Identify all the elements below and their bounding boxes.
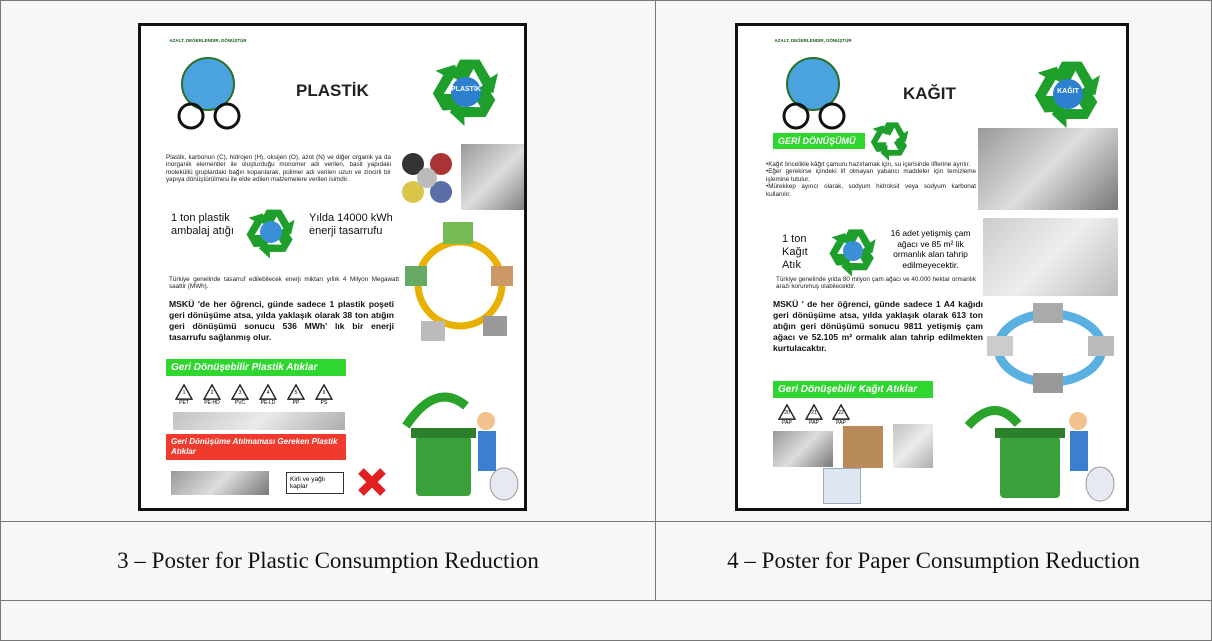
paper-poster: AZALT, DEĞERLENDİR, DÖNÜŞTÜR KAĞIT KAĞIT… [735,23,1129,511]
boxes-image [843,426,883,468]
definition: Plastik, karbonun (C), hidrojen (H), oks… [166,154,391,184]
code-label: PE-HD [201,400,223,406]
bin-illustration [960,376,1120,504]
dirty-label: Kirli ve yağlı kaplar [286,472,344,494]
cardboard-image [773,431,833,467]
code-number: 2 [201,390,223,396]
logo [163,44,253,134]
poster-title: PLASTİK [296,81,369,101]
code-number: 20 [776,410,798,416]
bin-illustration [396,376,521,501]
step: •Mürekkep ayırıcı olarak, sodyum hidroks… [766,183,976,198]
code-number: 6 [313,390,335,396]
code-number: 22 [830,410,852,416]
code-label: PP [285,400,307,406]
pellets-image [399,150,457,210]
recycling-code: 21 PAP [803,404,825,426]
recyclable-bar: Geri Dönüşebilir Kağıt Atıklar [773,381,933,398]
code-label: PS [313,400,335,406]
caption: 4 – Poster for Paper Consumption Reducti… [656,522,1211,600]
code-label: PE-LD [257,400,279,406]
dirty-items-image [171,471,269,495]
recycling-code: 3 PVC [229,384,251,406]
caption: 3 – Poster for Plastic Consumption Reduc… [1,522,655,600]
recycle-icon [241,204,301,260]
code-number: 5 [285,390,307,396]
not-recyclable-bar: Geri Dönüşüme Atılmaması Gereken Plastik… [166,434,346,460]
step: •Eğer gerekirse içindeki lif olmayan yab… [766,168,976,183]
logo [768,44,858,134]
code-label: PVC [229,400,251,406]
code-number: 4 [257,390,279,396]
fact-right: Yılda 14000 kWh enerji tasarrufu [309,212,401,238]
recycling-code: 1 PET [173,384,195,406]
factory-image [461,144,527,210]
code-number: 1 [173,390,195,396]
msku-text: MSKÜ ' de her öğrenci, günde sadece 1 A4… [773,299,983,354]
code-label: PAP [776,420,798,426]
red-x [356,466,388,498]
plastic-poster: AZALT, DEĞERLENDİR, DÖNÜŞTÜR PLASTİK PLA… [138,23,527,511]
document-table: AZALT, DEĞERLENDİR, DÖNÜŞTÜR PLASTİK PLA… [0,0,1212,641]
code-label: PAP [803,420,825,426]
turkey-note: Türkiye genelinde tasarruf edilebilecek … [169,276,399,291]
steps: •Kağıt öncelikle kâğıt çamuru hazırlamak… [766,161,976,198]
recycle-icon [868,118,912,162]
logo-text: AZALT, DEĞERLENDİR, DÖNÜŞTÜR [163,38,253,43]
badge-label: KAĞIT [1048,88,1088,95]
subtitle-bar: GERİ DÖNÜŞÜMÜ [773,133,865,149]
fact-left: 1 ton plastik ambalaj atığı [171,212,241,238]
poster-title: KAĞIT [903,84,956,104]
items-image [173,412,345,430]
recycling-code: 6 PS [313,384,335,406]
turkey-note: Türkiye genelinde yılda 80 milyon çam ağ… [776,276,976,291]
papers-image [893,424,933,468]
step: •Kağıt öncelikle kâğıt çamuru hazırlamak… [766,161,976,168]
recyclable-bar: Geri Dönüşebilir Plastik Atıklar [166,359,346,376]
cycle-diagram [403,216,518,346]
fact-right: 16 adet yetişmiş çam ağacı ve 85 m² lik … [883,228,978,270]
msku-text: MSKÜ 'de her öğrenci, günde sadece 1 pla… [169,299,394,343]
code-number: 3 [229,390,251,396]
recycling-code: 2 PE-HD [201,384,223,406]
recycling-code: 20 PAP [776,404,798,426]
column-divider [655,1,656,600]
fact-left: 1 ton Kağıt Atık [782,233,826,272]
badge-label: PLASTİK [446,86,486,93]
paper-image [978,128,1118,210]
carton-image [823,468,861,504]
recycling-code: 4 PE-LD [257,384,279,406]
row-divider [1,600,1211,601]
comparison-table-image [983,218,1118,296]
logo-text: AZALT, DEĞERLENDİR, DÖNÜŞTÜR [768,38,858,43]
code-label: PET [173,400,195,406]
code-number: 21 [803,410,825,416]
code-row: 1 PET 2 PE-HD 3 PVC 4 PE-LD 5 PP 6 PS [173,384,335,406]
recycle-icon [826,224,880,278]
recycling-code: 5 PP [285,384,307,406]
